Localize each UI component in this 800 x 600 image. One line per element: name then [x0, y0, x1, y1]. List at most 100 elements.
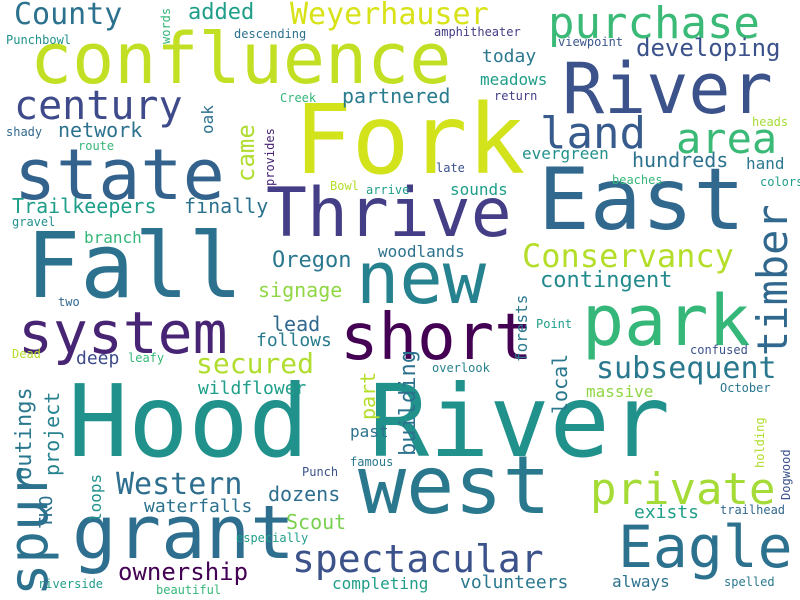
word-especially: especially — [236, 531, 309, 545]
word-evergreen: evergreen — [522, 144, 609, 163]
word-lead: lead — [272, 312, 321, 336]
word-hundreds: hundreds — [632, 148, 729, 172]
word-oregon: Oregon — [272, 248, 352, 273]
word-trailhead: trailhead — [720, 503, 786, 517]
word-finally: finally — [184, 194, 269, 218]
word-massive: massive — [586, 382, 654, 401]
word-follows: follows — [256, 330, 332, 351]
word-route: route — [78, 139, 115, 153]
word-today: today — [482, 46, 537, 67]
word-spectacular: spectacular — [292, 537, 544, 581]
word-century: century — [14, 83, 183, 129]
word-system: system — [18, 299, 228, 367]
word-building: building — [396, 350, 421, 456]
word-added: added — [188, 0, 255, 25]
word-conservancy: Conservancy — [522, 237, 734, 275]
word-confluence: confluence — [30, 18, 452, 100]
word-holding: holding — [753, 417, 767, 468]
word-part: part — [356, 371, 380, 420]
word-fall: Fall — [26, 214, 243, 319]
word-famous: famous — [350, 455, 394, 469]
word-project: project — [40, 391, 64, 476]
word-provides: provides — [263, 128, 277, 186]
word-past: past — [350, 422, 389, 441]
word-state: state — [14, 134, 225, 216]
word-always: always — [612, 572, 670, 591]
word-fork: Fork — [294, 84, 526, 196]
word-developing: developing — [636, 34, 781, 62]
word-park: park — [582, 280, 751, 362]
word-descending: descending — [234, 27, 307, 41]
word-late: late — [436, 161, 465, 175]
word-words: words — [159, 7, 173, 44]
word-bowl: Bowl — [330, 179, 359, 193]
word-signage: signage — [258, 278, 343, 302]
word-dead: Dead — [12, 347, 41, 361]
word-exists: exists — [634, 502, 700, 523]
word-completing: completing — [332, 574, 429, 593]
word-amphitheater: amphitheater — [434, 25, 521, 39]
word-beautiful: beautiful — [156, 583, 222, 597]
word-volunteers: volunteers — [460, 572, 569, 593]
word-thrive: Thrive — [266, 174, 512, 253]
word-branch: branch — [84, 228, 142, 247]
word-ownership: ownership — [118, 558, 249, 586]
word-punchbowl: Punchbowl — [6, 33, 72, 47]
word-area: area — [676, 114, 778, 163]
word-viewpoint: viewpoint — [558, 35, 624, 49]
word-colors: colors — [760, 175, 800, 189]
word-new: new — [356, 236, 487, 320]
word-subsequent: subsequent — [596, 351, 777, 386]
word-river: River — [562, 48, 773, 130]
word-came: came — [232, 124, 260, 182]
word-weyerhauser: Weyerhauser — [290, 0, 489, 32]
word-two: two — [58, 295, 80, 309]
word-forests: forests — [512, 294, 531, 362]
word-hand: hand — [746, 154, 785, 173]
word-scout: Scout — [286, 510, 347, 534]
word-outings: outings — [12, 387, 37, 480]
word-grant: grant — [72, 490, 295, 576]
word-purchase: purchase — [548, 0, 760, 49]
word-secured: secured — [196, 347, 315, 380]
word-land: land — [540, 108, 646, 159]
word-eagle: Eagle — [618, 513, 793, 581]
word-oak: oak — [198, 105, 217, 134]
word-loops: loops — [86, 473, 105, 522]
word-october: October — [720, 381, 771, 395]
word-gravel: gravel — [12, 215, 56, 229]
word-arrive: arrive — [366, 183, 410, 197]
word-punch: Punch — [302, 465, 339, 479]
word-county: County — [14, 0, 123, 32]
word-waterfalls: waterfalls — [144, 496, 253, 517]
word-beaches: beaches — [612, 173, 663, 187]
word-riverside: riverside — [38, 577, 104, 591]
word-deep: deep — [76, 348, 120, 369]
word-meadows: meadows — [480, 70, 548, 89]
word-trailkeepers: Trailkeepers — [12, 194, 157, 218]
word-wildflower: wildflower — [198, 378, 307, 399]
word-tko: TKO — [36, 495, 57, 528]
word-contingent: contingent — [540, 268, 673, 293]
word-creek: Creek — [280, 91, 317, 105]
word-overlook: overlook — [432, 361, 490, 375]
word-short: short — [340, 301, 533, 375]
word-leafy: leafy — [128, 351, 165, 365]
word-west: west — [358, 439, 551, 532]
word-dozens: dozens — [268, 482, 341, 506]
word-partnered: partnered — [342, 84, 451, 108]
word-sounds: sounds — [450, 180, 508, 199]
word-return: return — [494, 89, 538, 103]
word-timber: timber — [748, 204, 797, 356]
word-shady: shady — [6, 125, 43, 139]
word-western: Western — [116, 467, 243, 502]
word-east: East — [538, 150, 746, 250]
word-spur: spur — [0, 465, 60, 596]
word-local: local — [548, 353, 572, 414]
word-point: Point — [536, 317, 573, 331]
word-network: network — [58, 118, 143, 142]
word-private: private — [590, 464, 776, 515]
word-woodlands: woodlands — [378, 242, 465, 261]
word-dogwood: Dogwood — [779, 449, 793, 500]
